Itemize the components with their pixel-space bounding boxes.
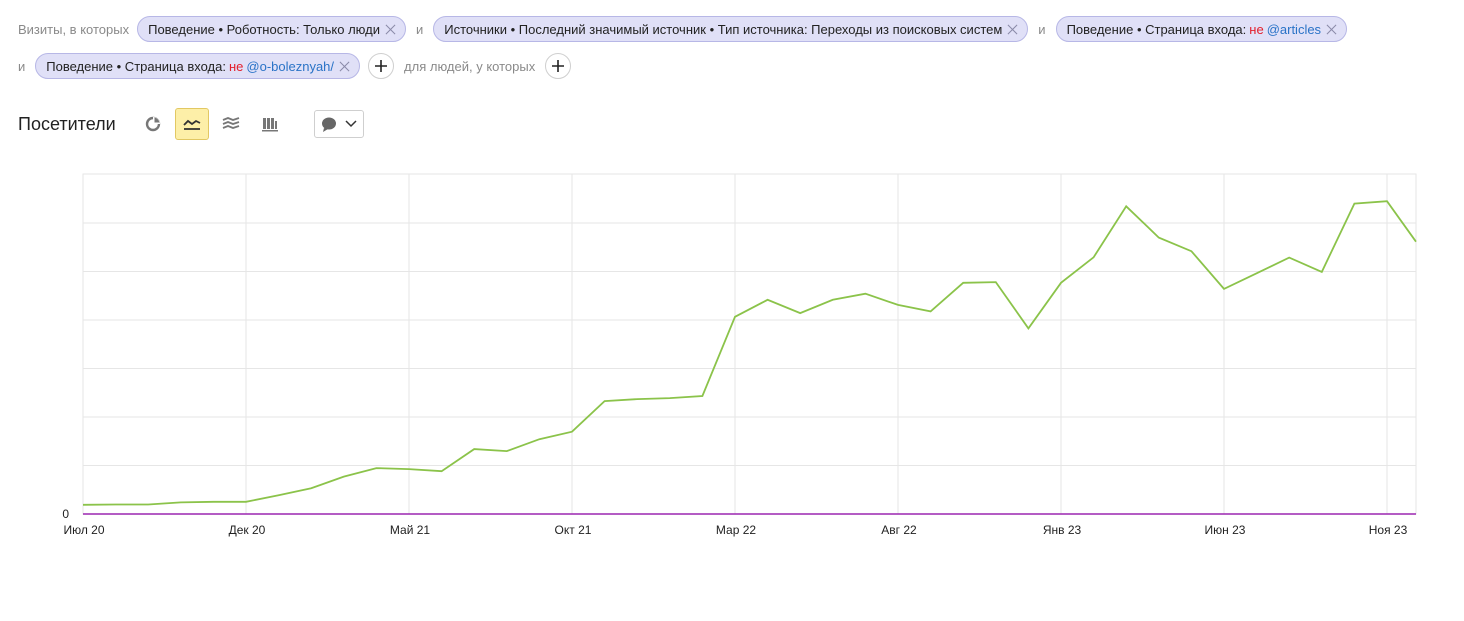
x-tick-label: Ноя 23 [1369, 523, 1408, 537]
x-tick-label: Дек 20 [229, 523, 266, 537]
filter-lead-label: Визиты, в которых [18, 21, 130, 37]
bar-chart-button[interactable] [253, 108, 287, 140]
x-tick-label: Янв 23 [1043, 523, 1082, 537]
filter-chip-text: Поведение • Страница входа: [1066, 21, 1247, 37]
x-tick-label: Окт 21 [555, 523, 592, 537]
filter-chip-robotness[interactable]: Поведение • Роботность: Только люди [137, 16, 406, 42]
filter-chip-negation: не [1249, 21, 1264, 37]
area-chart-icon [222, 117, 239, 129]
filter-conjunction: и [18, 58, 26, 74]
x-tick-label: Июл 20 [63, 523, 104, 537]
comments-dropdown[interactable] [313, 110, 364, 138]
filter-chip-text: Поведение • Страница входа: [46, 58, 226, 74]
line-chart-icon [183, 119, 201, 130]
x-tick-label: Май 21 [390, 523, 431, 537]
plus-icon [375, 60, 388, 72]
filter-row-2: и Поведение • Страница входа: не @o-bole… [18, 53, 572, 79]
plot-border [82, 173, 1417, 515]
add-people-filter-button[interactable] [545, 53, 572, 79]
filter-chip-source-type[interactable]: Источники • Последний значимый источник … [433, 16, 1029, 42]
chart-toolbar: Посетители [18, 108, 364, 140]
x-tick-label: Июн 23 [1205, 523, 1246, 537]
y-tick-label: 0 [62, 507, 69, 521]
filter-chip-text: Поведение • Роботность: Только люди [148, 21, 380, 37]
chevron-down-icon [345, 120, 357, 128]
pie-chart-icon [145, 116, 160, 132]
chart-grid [82, 173, 1417, 515]
filter-chip-value: @articles [1266, 21, 1322, 37]
filter-row-1: Визиты, в которых Поведение • Роботность… [18, 16, 1348, 42]
visitors-series-line [82, 200, 1417, 506]
filter-conjunction: и [1038, 21, 1046, 37]
filter-chip-text: Источники • Последний значимый источник … [444, 21, 1003, 37]
area-chart-button[interactable] [214, 108, 248, 140]
filter-conjunction: и [415, 21, 424, 37]
comment-icon [321, 117, 336, 132]
filter-chip-value: @o-boleznyah/ [246, 58, 335, 74]
filter-chip-entry-page-bolezni[interactable]: Поведение • Страница входа: не @o-bolezn… [35, 53, 361, 79]
x-tick-label: Авг 22 [881, 523, 917, 537]
pie-chart-button[interactable] [136, 108, 170, 140]
line-chart-button[interactable] [174, 108, 209, 140]
people-filter-label: для людей, у которых [404, 58, 536, 74]
add-filter-button[interactable] [368, 53, 395, 79]
bar-chart-icon [261, 118, 278, 132]
y-axis-ticks: 0 [62, 507, 69, 521]
plus-icon [552, 60, 565, 72]
x-tick-label: Мар 22 [716, 523, 756, 537]
page-title: Посетители [18, 113, 116, 134]
x-axis-ticks: Июл 20 Дек 20 Май 21 Окт 21 Мар 22 Авг 22 Янв … [63, 523, 1407, 537]
filter-chip-entry-page-articles[interactable]: Поведение • Страница входа: не @articles [1055, 16, 1348, 42]
filter-chip-negation: не [228, 58, 244, 74]
